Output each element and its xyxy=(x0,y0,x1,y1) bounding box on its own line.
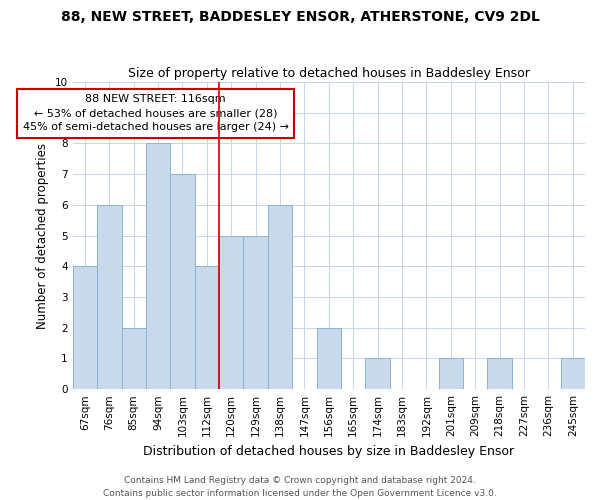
Bar xyxy=(560,358,585,389)
Text: 88, NEW STREET, BADDESLEY ENSOR, ATHERSTONE, CV9 2DL: 88, NEW STREET, BADDESLEY ENSOR, ATHERST… xyxy=(61,10,539,24)
Bar xyxy=(146,144,170,389)
Bar xyxy=(317,328,341,389)
Bar xyxy=(194,266,219,389)
Bar xyxy=(365,358,390,389)
Title: Size of property relative to detached houses in Baddesley Ensor: Size of property relative to detached ho… xyxy=(128,66,530,80)
Text: 88 NEW STREET: 116sqm
← 53% of detached houses are smaller (28)
45% of semi-deta: 88 NEW STREET: 116sqm ← 53% of detached … xyxy=(23,94,289,132)
Bar xyxy=(268,205,292,389)
Bar xyxy=(487,358,512,389)
Bar xyxy=(439,358,463,389)
Bar xyxy=(219,236,244,389)
Bar xyxy=(73,266,97,389)
Y-axis label: Number of detached properties: Number of detached properties xyxy=(36,142,49,328)
Bar xyxy=(122,328,146,389)
Text: Contains HM Land Registry data © Crown copyright and database right 2024.
Contai: Contains HM Land Registry data © Crown c… xyxy=(103,476,497,498)
Bar xyxy=(170,174,194,389)
Bar xyxy=(97,205,122,389)
Bar xyxy=(244,236,268,389)
X-axis label: Distribution of detached houses by size in Baddesley Ensor: Distribution of detached houses by size … xyxy=(143,444,514,458)
